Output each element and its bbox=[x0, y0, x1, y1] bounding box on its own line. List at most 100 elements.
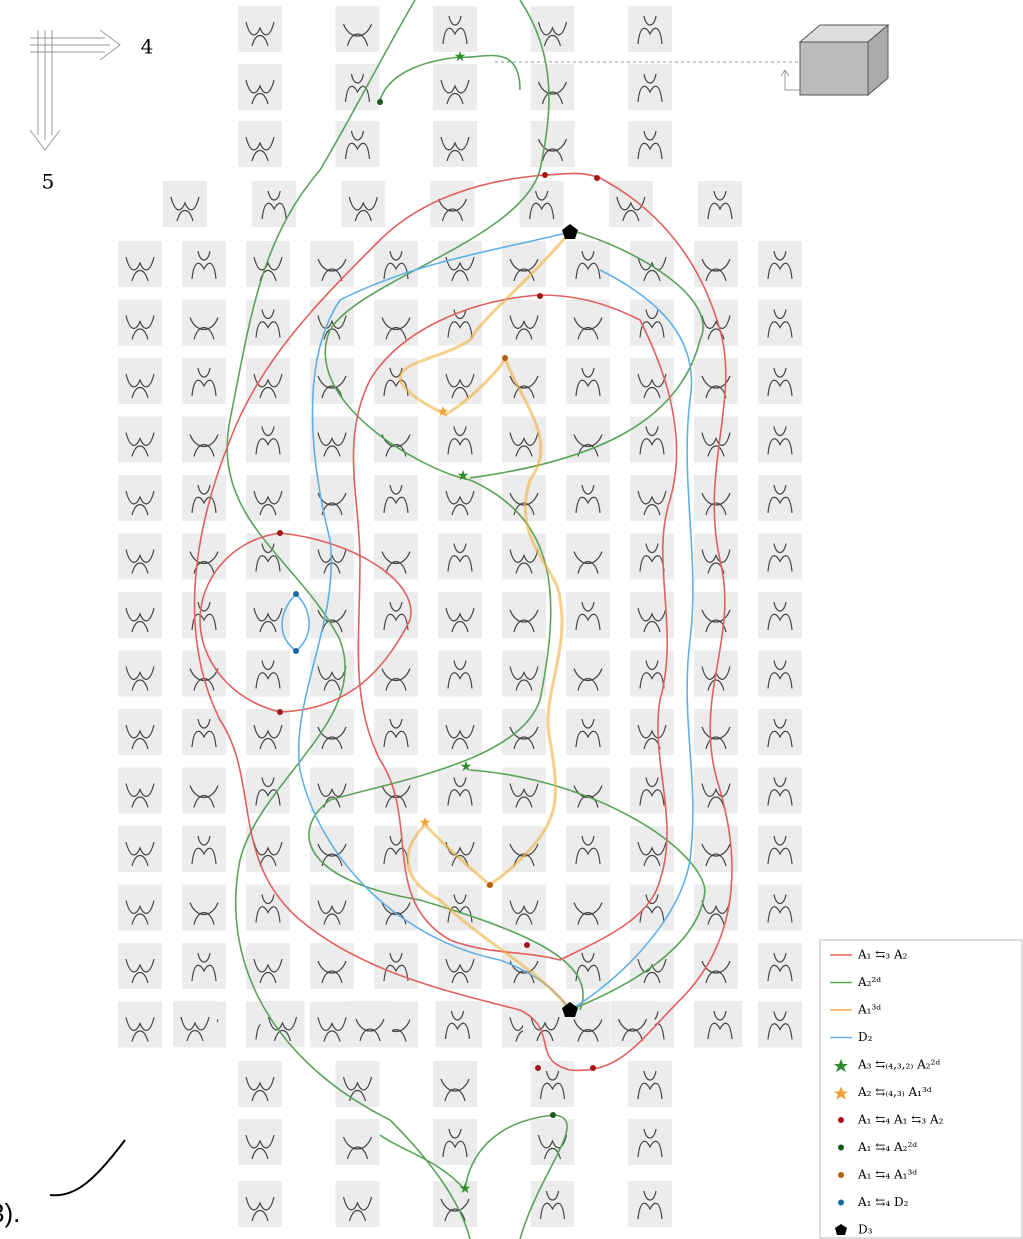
tile bbox=[438, 534, 482, 580]
red-dot bbox=[594, 175, 600, 181]
tile bbox=[502, 475, 546, 521]
tile bbox=[502, 826, 546, 872]
tile bbox=[698, 1001, 742, 1047]
tile bbox=[566, 709, 610, 755]
tile bbox=[758, 592, 802, 638]
tile bbox=[374, 300, 418, 346]
d3-point bbox=[562, 224, 578, 239]
tile bbox=[310, 592, 354, 638]
tile bbox=[433, 6, 477, 52]
tile bbox=[531, 1181, 575, 1227]
tile bbox=[630, 534, 674, 580]
tile bbox=[182, 300, 226, 346]
tile bbox=[566, 475, 610, 521]
tile bbox=[246, 885, 290, 931]
tile bbox=[566, 592, 610, 638]
red-dot bbox=[590, 1065, 596, 1071]
tile bbox=[433, 1119, 477, 1165]
tile bbox=[758, 1002, 802, 1048]
tile bbox=[566, 943, 610, 989]
tile bbox=[628, 121, 672, 167]
red-dot bbox=[277, 530, 283, 536]
tile bbox=[374, 826, 418, 872]
tile bbox=[630, 300, 674, 346]
legend-label: D₂ bbox=[858, 1030, 873, 1044]
orange-dot bbox=[487, 882, 493, 888]
tile bbox=[566, 300, 610, 346]
tile bbox=[374, 768, 418, 814]
tile bbox=[758, 768, 802, 814]
star: ★ bbox=[419, 815, 432, 831]
red-dot bbox=[277, 709, 283, 715]
tile bbox=[182, 358, 226, 404]
legend-label: A₁ ⇆₄ D₂ bbox=[857, 1195, 909, 1209]
tile bbox=[694, 358, 738, 404]
tile bbox=[182, 709, 226, 755]
tile bbox=[182, 826, 226, 872]
tile bbox=[336, 6, 380, 52]
tile bbox=[758, 417, 802, 463]
tile bbox=[630, 768, 674, 814]
tile bbox=[566, 651, 610, 697]
tile bbox=[628, 1181, 672, 1227]
star: ★ bbox=[437, 404, 450, 420]
tile bbox=[438, 651, 482, 697]
tile bbox=[630, 417, 674, 463]
tile bbox=[374, 709, 418, 755]
green-dot bbox=[550, 1112, 556, 1118]
tile bbox=[433, 1061, 477, 1107]
star: ★ bbox=[459, 1181, 472, 1197]
direction-arrows bbox=[30, 30, 120, 150]
legend-swatch bbox=[838, 1172, 844, 1178]
tile bbox=[758, 943, 802, 989]
tile bbox=[566, 534, 610, 580]
tile bbox=[531, 121, 575, 167]
legend-label: A₁ ⇆₄ A₁ ⇆₃ A₂ bbox=[857, 1113, 944, 1127]
legend-label: A₁ ⇆₄ A₁³ᵈ bbox=[857, 1168, 917, 1182]
tile bbox=[182, 592, 226, 638]
tile bbox=[310, 475, 354, 521]
red-dot bbox=[542, 172, 548, 178]
tile bbox=[758, 534, 802, 580]
tile bbox=[182, 417, 226, 463]
tile bbox=[502, 592, 546, 638]
red-dot bbox=[535, 1065, 541, 1071]
legend-label: A₃ ⇆₍₄,₃,₂₎ A₂²ᵈ bbox=[857, 1058, 940, 1072]
pen-stroke bbox=[50, 1140, 125, 1195]
legend-swatch bbox=[838, 1117, 844, 1123]
tile bbox=[758, 241, 802, 287]
tile-grid bbox=[118, 6, 802, 1227]
tile bbox=[630, 885, 674, 931]
tile bbox=[566, 241, 610, 287]
orange-dot bbox=[502, 355, 508, 361]
tile bbox=[758, 651, 802, 697]
figure: ★ ★ ★ ★ ★ ★ 4 5 3). A₁ ⇆₃ A₂A₂²ᵈA₁³ᵈD₂A₃… bbox=[0, 0, 1023, 1239]
tile bbox=[438, 417, 482, 463]
tile bbox=[628, 1061, 672, 1107]
tile bbox=[694, 709, 738, 755]
tile bbox=[628, 1119, 672, 1165]
tile bbox=[182, 475, 226, 521]
tile bbox=[758, 826, 802, 872]
tile bbox=[182, 885, 226, 931]
legend-label: A₂²ᵈ bbox=[857, 975, 881, 989]
tile bbox=[758, 709, 802, 755]
tile bbox=[310, 241, 354, 287]
green-dot bbox=[377, 99, 383, 105]
tile bbox=[182, 943, 226, 989]
tile bbox=[246, 300, 290, 346]
tile bbox=[531, 64, 575, 110]
tile bbox=[758, 475, 802, 521]
tile bbox=[252, 181, 296, 227]
tile bbox=[758, 885, 802, 931]
tile bbox=[611, 1001, 655, 1047]
star: ★ bbox=[454, 49, 467, 65]
legend-label: D₃ bbox=[858, 1223, 873, 1237]
red-dot bbox=[537, 293, 543, 299]
tile bbox=[628, 6, 672, 52]
tile bbox=[502, 709, 546, 755]
star: ★ bbox=[460, 759, 473, 775]
tile bbox=[246, 768, 290, 814]
tile bbox=[374, 943, 418, 989]
legend-swatch bbox=[838, 1200, 844, 1206]
